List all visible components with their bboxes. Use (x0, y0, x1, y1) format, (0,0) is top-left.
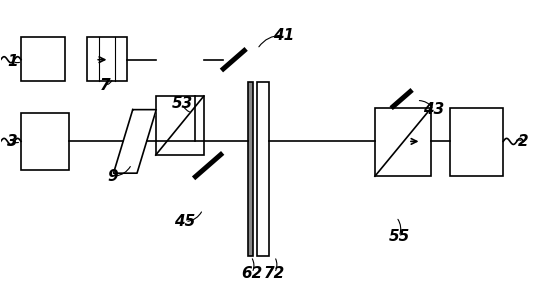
Polygon shape (114, 110, 157, 173)
Bar (87, 37, 128, 81)
Bar (21, 113, 69, 170)
Text: 41: 41 (273, 28, 295, 43)
Text: 3: 3 (7, 134, 18, 149)
Text: 62: 62 (241, 266, 263, 281)
Text: 45: 45 (175, 214, 196, 229)
Bar (156, 96, 204, 155)
Text: 72: 72 (264, 266, 285, 281)
Text: 7: 7 (100, 78, 110, 93)
Text: 43: 43 (423, 102, 444, 117)
Bar (375, 108, 431, 176)
Bar (248, 82, 253, 256)
Bar (257, 82, 269, 256)
Bar (450, 108, 503, 176)
Text: 1: 1 (7, 54, 18, 69)
Text: 2: 2 (518, 134, 529, 149)
Text: 55: 55 (389, 229, 410, 244)
Text: 53: 53 (172, 96, 193, 111)
Bar (21, 37, 65, 81)
Text: 9: 9 (108, 169, 118, 184)
